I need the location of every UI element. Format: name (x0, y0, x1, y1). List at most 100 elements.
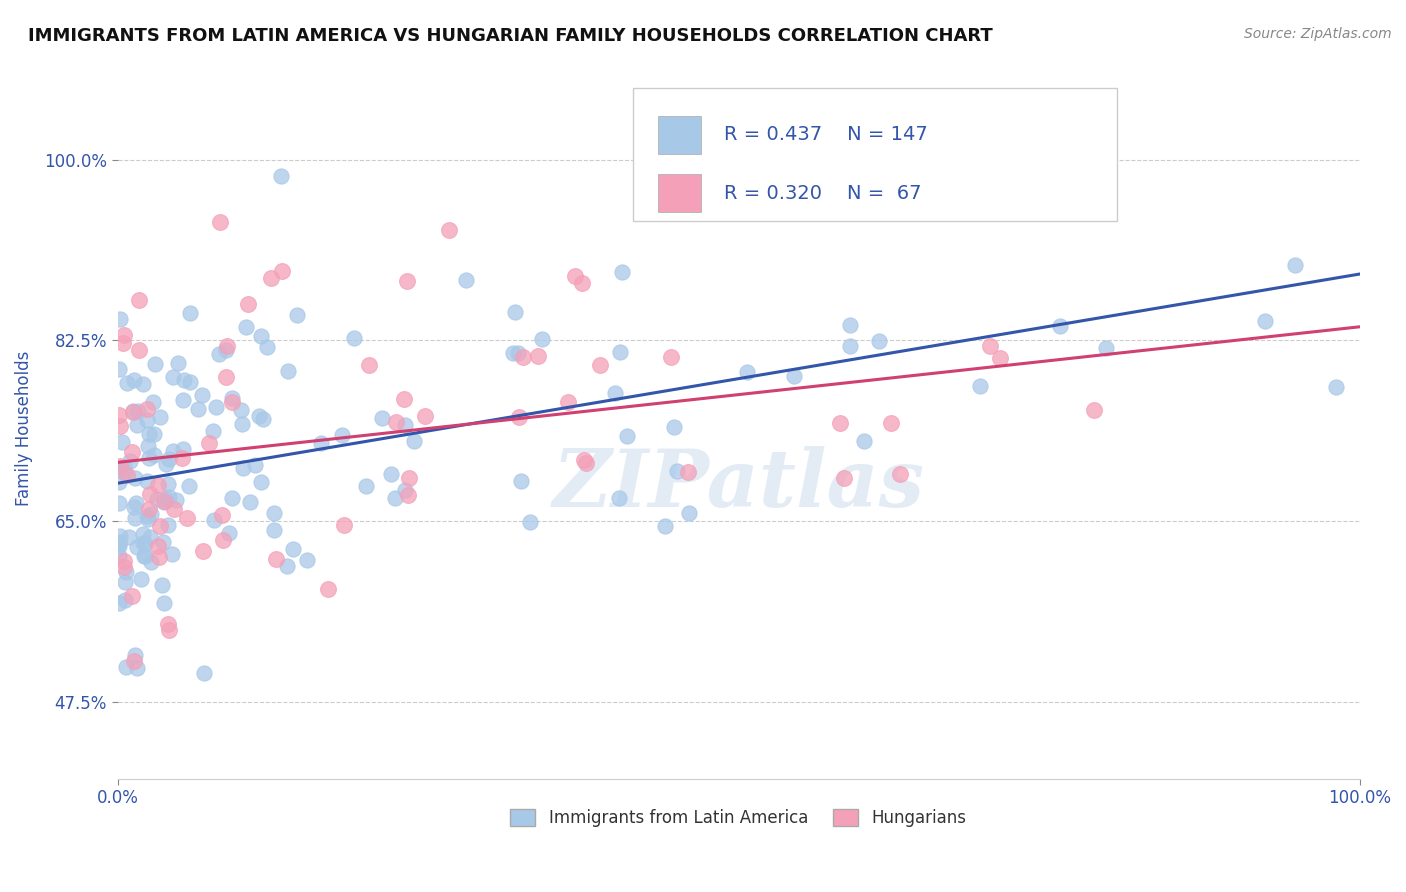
Point (852, 434, 875, 449)
Point (889, 467, 911, 481)
Point (211, 508, 233, 522)
Point (238, 296, 260, 310)
Point (519, 515, 541, 529)
Point (146, 491, 169, 506)
Point (654, 519, 676, 533)
Point (311, 436, 333, 450)
Point (115, 659, 138, 673)
Point (139, 487, 162, 501)
Point (122, 404, 145, 418)
Point (193, 665, 215, 680)
Point (163, 502, 186, 516)
Point (187, 401, 209, 416)
Point (107, 535, 129, 549)
Point (564, 268, 586, 283)
Point (343, 331, 366, 345)
Legend: Immigrants from Latin America, Hungarians: Immigrants from Latin America, Hungarian… (503, 802, 973, 834)
Point (111, 335, 134, 350)
Point (201, 425, 224, 439)
Point (239, 495, 262, 509)
Point (122, 500, 145, 515)
Point (589, 358, 612, 372)
Point (108, 529, 131, 543)
Point (112, 554, 135, 568)
Point (142, 394, 165, 409)
Point (112, 465, 135, 479)
Point (297, 553, 319, 567)
Point (143, 426, 166, 441)
Point (396, 274, 419, 288)
Point (132, 376, 155, 391)
Point (155, 492, 177, 507)
Point (162, 369, 184, 384)
Point (166, 356, 188, 370)
Point (156, 616, 179, 631)
Point (252, 412, 274, 426)
Point (152, 493, 174, 508)
Point (394, 483, 416, 498)
Point (135, 474, 157, 488)
Point (839, 339, 862, 353)
Point (221, 391, 243, 405)
Point (616, 429, 638, 443)
Point (730, 141, 752, 155)
Point (832, 471, 855, 485)
Point (260, 271, 283, 285)
Point (264, 552, 287, 566)
Point (136, 413, 159, 427)
Point (128, 343, 150, 357)
Y-axis label: Family Households: Family Households (15, 351, 32, 506)
Point (155, 457, 177, 471)
Point (121, 404, 143, 418)
Point (132, 535, 155, 549)
Point (384, 491, 406, 505)
Point (510, 474, 533, 488)
Point (190, 388, 212, 402)
Point (153, 596, 176, 610)
Point (114, 593, 136, 607)
Point (437, 223, 460, 237)
Point (396, 488, 419, 502)
Point (107, 408, 129, 422)
Point (285, 309, 308, 323)
Point (165, 492, 187, 507)
Point (868, 334, 890, 348)
Point (527, 349, 550, 363)
Point (1254, 314, 1277, 328)
Point (138, 426, 160, 441)
Point (138, 451, 160, 466)
Point (115, 565, 138, 579)
Point (128, 293, 150, 307)
Point (124, 511, 146, 525)
Point (392, 392, 415, 406)
Point (139, 507, 162, 521)
Point (502, 346, 524, 360)
Point (127, 404, 149, 418)
Point (575, 456, 598, 470)
Point (221, 394, 243, 409)
Point (603, 385, 626, 400)
Point (277, 364, 299, 378)
Point (506, 346, 529, 360)
Point (107, 496, 129, 510)
Point (316, 582, 339, 597)
Point (148, 550, 170, 565)
Point (664, 419, 686, 434)
Text: R = 0.320    N =  67: R = 0.320 N = 67 (724, 184, 921, 202)
Point (202, 513, 225, 527)
Point (136, 402, 159, 417)
Point (170, 450, 193, 465)
Point (988, 351, 1011, 365)
Point (115, 376, 138, 390)
Point (125, 660, 148, 674)
Point (134, 549, 156, 563)
Point (838, 318, 860, 332)
Point (218, 526, 240, 541)
Point (156, 518, 179, 533)
Point (270, 169, 292, 183)
Point (211, 533, 233, 548)
Point (609, 491, 631, 505)
Point (398, 470, 420, 484)
Point (172, 392, 194, 407)
Point (208, 347, 231, 361)
